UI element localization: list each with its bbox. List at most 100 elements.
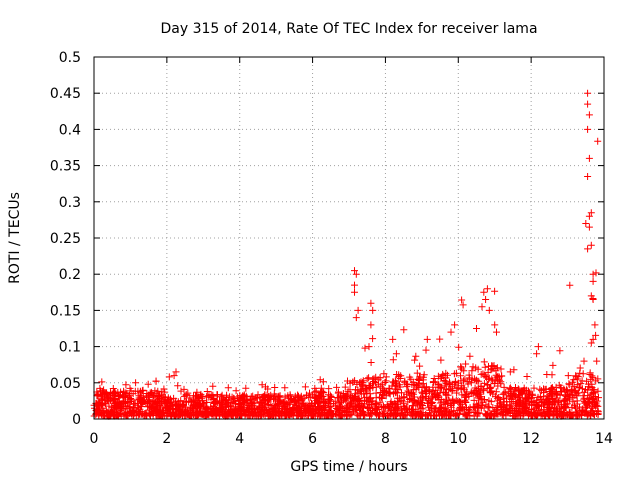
data-point <box>365 374 373 382</box>
data-point <box>281 384 289 392</box>
x-axis-title: GPS time / hours <box>290 459 407 475</box>
x-tick-label: 2 <box>162 431 171 447</box>
data-point <box>466 352 474 360</box>
data-point <box>366 382 374 390</box>
data-point <box>195 393 203 401</box>
data-point <box>497 365 505 373</box>
data-point <box>544 399 552 407</box>
data-point <box>363 386 370 394</box>
data-point <box>324 395 332 403</box>
data-point <box>514 412 522 420</box>
data-point <box>121 392 129 400</box>
data-point <box>582 220 590 227</box>
data-point <box>445 385 453 393</box>
data-point <box>400 326 408 334</box>
data-point <box>333 383 341 391</box>
data-point <box>579 406 587 414</box>
data-point <box>484 368 492 376</box>
grid <box>94 57 604 419</box>
data-point <box>389 356 397 364</box>
x-tick-label: 10 <box>449 431 467 447</box>
data-point <box>177 397 185 405</box>
data-point <box>587 339 595 347</box>
data-point <box>417 400 425 408</box>
data-point <box>494 372 502 380</box>
data-point <box>309 410 317 418</box>
x-tick-label: 0 <box>90 431 99 447</box>
data-series <box>90 89 602 420</box>
data-point <box>236 396 244 404</box>
data-point <box>414 382 422 390</box>
data-point <box>506 368 514 376</box>
data-point <box>300 402 308 410</box>
data-point <box>380 389 388 397</box>
data-point <box>281 404 289 412</box>
data-point <box>413 369 421 377</box>
data-point <box>149 400 157 408</box>
data-point <box>342 392 350 400</box>
data-point <box>521 407 529 414</box>
data-point <box>584 173 592 180</box>
data-point <box>450 381 458 389</box>
data-point <box>144 380 152 388</box>
data-point <box>305 405 313 413</box>
data-point <box>225 411 233 419</box>
data-point <box>196 392 204 400</box>
data-point <box>463 412 471 420</box>
data-point <box>281 393 289 401</box>
data-point <box>372 400 380 408</box>
data-point <box>467 379 475 387</box>
data-point <box>524 395 532 403</box>
data-point <box>288 395 296 403</box>
data-point <box>416 410 424 418</box>
data-point <box>458 391 466 399</box>
data-point <box>336 403 344 411</box>
data-point <box>226 393 234 401</box>
data-point <box>365 381 373 389</box>
data-point <box>240 407 247 415</box>
data-point <box>281 403 289 411</box>
data-point <box>356 386 364 394</box>
data-point <box>485 362 492 370</box>
data-point <box>438 373 445 381</box>
data-point <box>425 403 433 411</box>
data-point <box>344 377 351 385</box>
data-point <box>117 412 125 420</box>
data-point <box>591 321 599 329</box>
data-point <box>161 388 169 396</box>
data-point <box>437 356 445 364</box>
data-point <box>170 410 178 418</box>
y-tick-label: 0.4 <box>59 122 81 138</box>
data-point <box>580 408 588 416</box>
data-point <box>337 412 344 420</box>
data-point <box>362 387 370 395</box>
data-point <box>589 270 597 278</box>
data-point <box>553 411 561 418</box>
data-point <box>454 384 462 392</box>
data-point <box>335 410 343 418</box>
data-point <box>365 343 373 351</box>
data-point <box>164 396 172 404</box>
data-point <box>288 407 296 415</box>
data-point <box>117 400 125 408</box>
data-point <box>589 277 597 285</box>
data-point <box>354 306 362 314</box>
data-point <box>131 400 139 408</box>
data-point <box>521 387 529 395</box>
data-point <box>176 406 184 414</box>
data-point <box>369 335 377 343</box>
data-point <box>563 386 571 394</box>
data-point <box>351 281 358 289</box>
data-point <box>181 403 189 411</box>
data-point <box>396 383 404 391</box>
data-point <box>554 398 562 406</box>
data-point <box>494 410 502 418</box>
data-point <box>584 402 591 410</box>
data-point <box>427 398 435 406</box>
data-point <box>487 398 495 406</box>
data-point <box>468 367 476 375</box>
data-point <box>500 383 508 391</box>
data-point <box>268 404 276 412</box>
data-point <box>409 406 417 414</box>
data-point <box>110 400 118 408</box>
